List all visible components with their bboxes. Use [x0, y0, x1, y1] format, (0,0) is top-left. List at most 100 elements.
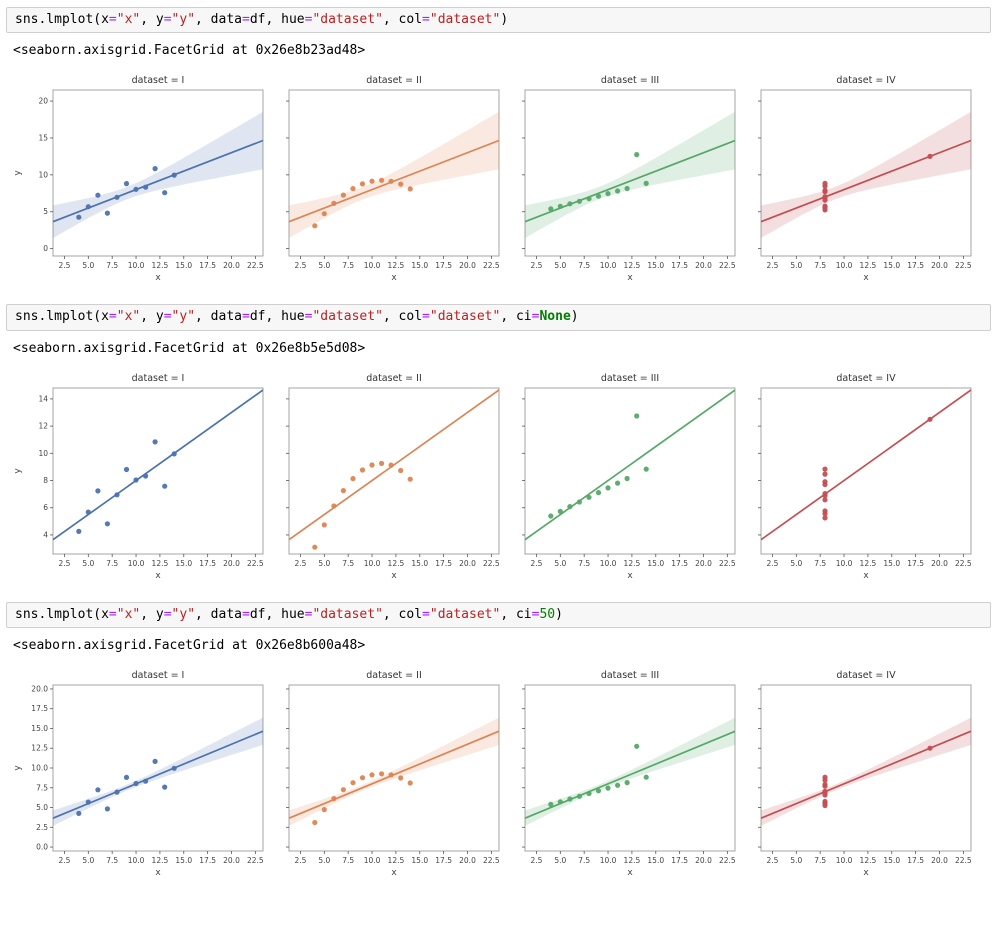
scatter-point: [350, 186, 356, 192]
scatter-point: [822, 800, 828, 806]
code-token: "x": [116, 606, 141, 622]
regression-line: [525, 388, 735, 540]
notebook-cell-2: sns.lmplot(x="x", y="y", data=df, hue="d…: [3, 304, 994, 583]
scatter-point: [567, 503, 573, 509]
code-token: "dataset": [429, 309, 501, 325]
code-token: None: [539, 309, 571, 325]
scatter-point: [152, 438, 158, 444]
facet-panel: dataset = I 2.5 5.0 7.5 10.0 12.5 15.0 17.5 20.0…: [13, 75, 264, 283]
notebook: sns.lmplot(x="x", y="y", data=df, hue="d…: [3, 7, 994, 878]
scatter-point: [321, 521, 327, 527]
code-token: "dataset": [312, 12, 383, 27]
scatter-point: [369, 461, 375, 468]
panel-frame: [52, 89, 264, 257]
scatter-point: [152, 166, 158, 172]
facet-panel: dataset = III 2.5 5.0 7.5 10.0 12.5 15.0 17.5 20…: [522, 670, 736, 878]
x-tick-label: 12.5: [388, 559, 405, 568]
scatter-point: [643, 774, 649, 780]
panel-frame: [524, 89, 736, 257]
scatter-point: [605, 191, 611, 197]
scatter-point: [95, 192, 101, 199]
x-tick-label: 12.5: [152, 856, 169, 865]
code-token: ): [500, 12, 509, 27]
scatter-point: [162, 190, 168, 196]
x-tick-label: 2.5: [766, 856, 778, 865]
x-tick-label: 20.0: [695, 261, 712, 270]
code-token: , ci: [500, 606, 532, 622]
x-tick-label: 7.5: [814, 559, 826, 568]
scatter-point: [369, 178, 375, 185]
notebook-cell-1: sns.lmplot(x="x", y="y", data=df, hue="d…: [3, 7, 994, 286]
code-input[interactable]: sns.lmplot(x="x", y="y", data=df, hue="d…: [6, 601, 991, 628]
x-tick-label: 7.5: [578, 559, 590, 568]
scatter-point: [76, 810, 82, 816]
code-token: =: [163, 606, 172, 622]
scatter-point: [359, 774, 366, 781]
x-tick-label: 15.0: [647, 559, 664, 568]
scatter-point: [350, 475, 356, 481]
scatter-point: [822, 514, 828, 520]
x-tick-label: 12.5: [860, 559, 877, 568]
x-tick-label: 22.5: [247, 856, 264, 865]
panel-title: dataset = I: [132, 373, 185, 384]
code-token: , data: [195, 309, 242, 325]
scatter-point: [114, 789, 120, 795]
y-tick-label: 10: [38, 448, 48, 457]
scatter-point: [359, 181, 366, 187]
x-tick-label: 17.5: [671, 559, 688, 568]
x-tick-label: 10.0: [128, 559, 145, 568]
code-input[interactable]: sns.lmplot(x="x", y="y", data=df, hue="d…: [6, 304, 991, 331]
scatter-point: [822, 183, 828, 189]
y-tick-label: 12.5: [31, 743, 48, 752]
scatter-point: [595, 787, 602, 794]
x-tick-label: 15.0: [647, 261, 664, 270]
ci-band: [761, 717, 971, 826]
x-tick-label: 10.0: [836, 261, 853, 270]
scatter-point: [576, 498, 583, 505]
x-tick-label: 7.5: [342, 261, 354, 270]
x-axis-label: x: [391, 273, 397, 283]
x-tick-label: 22.5: [719, 559, 736, 568]
x-tick-label: 12.5: [388, 856, 405, 865]
scatter-point: [643, 466, 649, 472]
y-axis-label: y: [13, 764, 23, 770]
code-input[interactable]: sns.lmplot(x="x", y="y", data=df, hue="d…: [6, 7, 991, 34]
scatter-point: [407, 186, 413, 192]
x-tick-label: 15.0: [883, 856, 900, 865]
x-axis-label: x: [627, 571, 633, 581]
y-tick-label: 6: [43, 503, 48, 512]
scatter-point: [340, 487, 346, 493]
ci-band: [525, 112, 735, 239]
scatter-point: [123, 774, 130, 780]
scatter-point: [171, 765, 177, 771]
x-tick-label: 7.5: [106, 559, 118, 568]
x-axis-label: x: [627, 273, 633, 283]
code-token: ): [570, 309, 579, 325]
code-token: "dataset": [312, 606, 383, 622]
x-tick-label: 20.0: [459, 559, 476, 568]
x-tick-label: 12.5: [860, 261, 877, 270]
scatter-point: [359, 466, 366, 473]
x-tick-label: 20.0: [931, 261, 948, 270]
x-tick-label: 7.5: [106, 856, 118, 865]
code-token: =: [304, 309, 313, 325]
scatter-point: [822, 789, 828, 795]
scatter-point: [822, 492, 828, 498]
scatter-point: [143, 778, 149, 784]
x-axis-label: x: [155, 571, 161, 581]
code-line: sns.lmplot(x="x", y="y", data=df, hue="d…: [15, 12, 982, 28]
panel-frame: [52, 684, 264, 852]
x-tick-label: 5.0: [82, 559, 94, 568]
x-tick-label: 5.0: [554, 261, 566, 270]
ci-band: [53, 717, 263, 826]
y-tick-label: 15: [38, 134, 48, 143]
x-tick-label: 12.5: [624, 559, 641, 568]
scatter-point: [321, 806, 327, 812]
panel-title: dataset = IV: [836, 75, 896, 86]
x-tick-label: 12.5: [152, 261, 169, 270]
x-tick-label: 2.5: [530, 856, 542, 865]
scatter-point: [162, 784, 168, 790]
code-token: =: [304, 12, 313, 27]
y-tick-label: 7.5: [36, 783, 48, 792]
scatter-point: [133, 186, 139, 193]
